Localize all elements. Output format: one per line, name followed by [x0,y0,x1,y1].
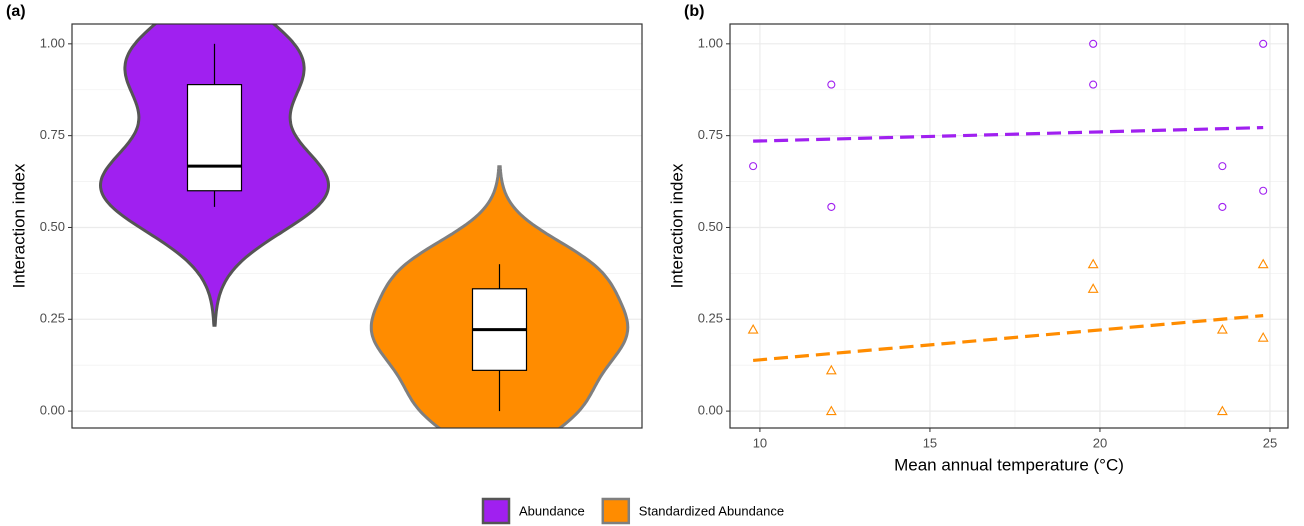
point [1257,258,1269,269]
x-tick-label: 25 [1263,435,1277,450]
y-tick-label: 1.00 [40,35,65,50]
x-tick-label: 10 [753,435,767,450]
y-tick-label: 0.75 [40,127,65,142]
x-tick-label: 20 [1093,435,1107,450]
x-tick-label: 15 [923,435,937,450]
panel-label: (b) [684,3,704,20]
legend-key [601,497,631,525]
point [827,202,836,211]
y-tick-label: 0.00 [40,403,65,418]
point [825,405,837,416]
point [1216,323,1228,334]
y-tick-label: 0.00 [698,403,723,418]
y-tick-label: 0.25 [698,311,723,326]
point [825,364,837,375]
point [749,162,758,171]
y-tick-label: 0.25 [40,311,65,326]
legend-label: Abundance [519,503,585,518]
box [186,83,243,192]
panel-border [71,23,643,429]
point [1218,162,1227,171]
y-tick-label: 1.00 [698,35,723,50]
panel-label: (a) [6,3,26,20]
point [827,80,836,89]
violins [98,24,630,428]
point [1087,283,1099,293]
y-axis-title: Interaction index [667,163,686,288]
fit-line [752,314,1264,363]
y-axis-title: Interaction index [9,163,28,288]
panel-border [729,23,1289,429]
point [1218,202,1227,211]
point [1089,39,1098,48]
y-tick-label: 0.75 [698,127,723,142]
point [1089,80,1098,89]
point [1257,332,1269,342]
point [1216,405,1228,416]
legend-key [481,497,511,525]
fit-line [753,125,1264,143]
y-tick-label: 0.50 [698,219,723,234]
point [747,323,759,334]
legend-label: Standardized Abundance [639,503,784,518]
x-axis-title: Mean annual temperature (°C) [894,455,1124,474]
y-tick-label: 0.50 [40,219,65,234]
point [1087,258,1099,269]
point [1259,39,1268,48]
point [1259,186,1268,195]
